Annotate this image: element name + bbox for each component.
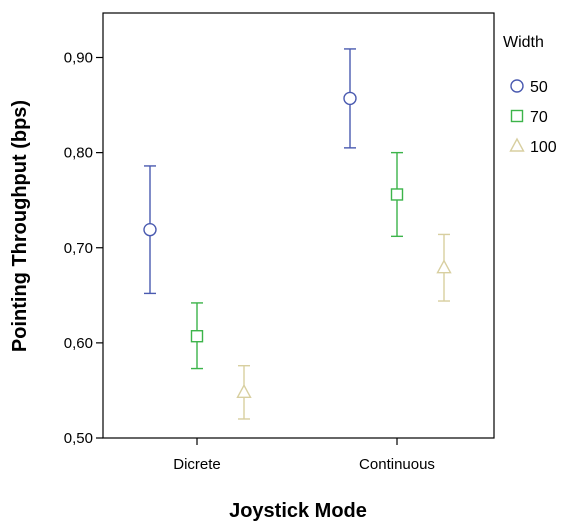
legend-title: Width: [503, 34, 544, 51]
error-bar-point-50-0: [143, 165, 157, 295]
legend-label: 50: [530, 79, 548, 96]
y-axis-title: Pointing Throughput (bps): [9, 100, 31, 352]
chart-marks: [143, 48, 452, 420]
legend-marker: [510, 79, 524, 93]
error-bar-point-50-1: [343, 48, 357, 149]
data-point-marker: [390, 188, 404, 201]
legend-items: 50 70 100: [509, 79, 557, 156]
legend: Width 50 70 100: [503, 34, 557, 156]
legend-label: 100: [530, 139, 557, 156]
error-bar-point-100-0: [236, 365, 252, 420]
x-axis-ticks: Dicrete Continuous: [173, 438, 435, 473]
legend-label: 70: [530, 109, 548, 126]
x-tick-label: Continuous: [359, 456, 435, 473]
x-tick-label: Dicrete: [173, 456, 221, 473]
error-bar-point-70-1: [390, 151, 404, 238]
data-point-marker: [236, 383, 252, 399]
legend-marker: [509, 137, 525, 152]
y-axis-ticks: 0,50 0,60 0,70 0,80 0,90: [64, 50, 103, 447]
y-tick-label: 0,50: [64, 430, 93, 447]
x-axis-title: Joystick Mode: [229, 500, 367, 522]
y-tick-label: 0,70: [64, 240, 93, 257]
y-tick-label: 0,80: [64, 145, 93, 162]
y-tick-label: 0,60: [64, 335, 93, 352]
error-bar-point-100-1: [436, 233, 452, 302]
legend-marker: [510, 109, 524, 123]
data-point-marker: [343, 91, 357, 106]
data-point-marker: [143, 222, 157, 237]
error-bar-point-70-0: [190, 302, 204, 370]
data-point-marker: [190, 330, 204, 343]
data-point-marker: [436, 259, 452, 274]
plot-area: [102, 12, 495, 439]
y-tick-label: 0,90: [64, 50, 93, 67]
